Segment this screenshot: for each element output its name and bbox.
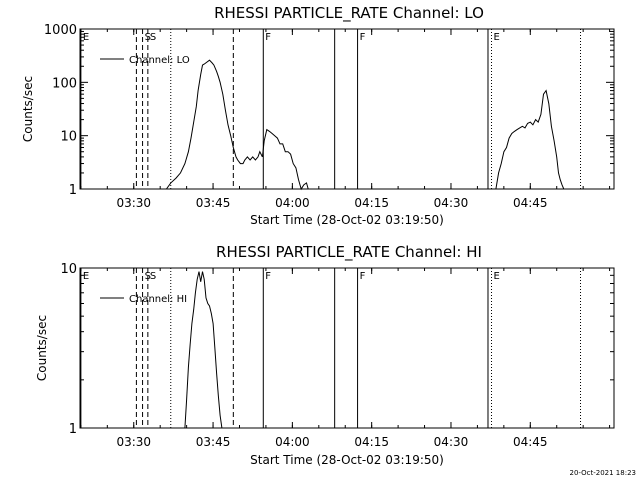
marker-label-f: F <box>265 32 271 43</box>
x-tick-label: 04:15 <box>354 196 389 210</box>
marker-label-e: E <box>494 271 500 282</box>
y-tick-label: 1 <box>69 183 77 198</box>
x-tick-label: 04:30 <box>434 196 469 210</box>
marker-label-s: S <box>150 32 156 43</box>
panel-hi-x-axis-label: Start Time (28-Oct-02 03:19:50) <box>250 453 444 467</box>
y-tick-label: 1 <box>69 422 77 437</box>
x-tick-label: 03:30 <box>116 196 151 210</box>
x-tick-label: 03:45 <box>196 196 231 210</box>
panel-hi-legend-label: Channel: HI <box>129 294 187 305</box>
y-tick-label: 1000 <box>44 23 77 38</box>
x-tick-label: 04:00 <box>275 435 310 449</box>
panel-lo-series <box>165 59 565 191</box>
panel-lo-x-axis-label: Start Time (28-Oct-02 03:19:50) <box>250 213 444 227</box>
panel-hi-title: RHESSI PARTICLE_RATE Channel: HI <box>216 243 482 262</box>
x-tick-label: 04:45 <box>513 196 548 210</box>
marker-label-f: F <box>360 271 366 282</box>
marker-label-e: E <box>83 32 89 43</box>
x-tick-label: 03:45 <box>196 435 231 449</box>
marker-label-e: E <box>83 271 89 282</box>
y-tick-label: 10 <box>60 262 77 277</box>
panel-lo-markers: ESSFFE <box>80 29 582 189</box>
x-tick-label: 03:30 <box>116 435 151 449</box>
marker-label-f: F <box>360 32 366 43</box>
series-line <box>184 271 223 429</box>
panel-hi-ticks: 03:30 03:45 04:00 04:15 04:30 04:45 1 10 <box>60 262 614 449</box>
panel-hi-plot-frame <box>79 267 615 429</box>
series-line <box>495 89 565 190</box>
y-tick-label: 100 <box>52 76 77 91</box>
panel-lo-legend-label: Channel: LO <box>129 55 190 66</box>
y-tick-label: 10 <box>60 130 77 145</box>
panel-lo-title: RHESSI PARTICLE_RATE Channel: LO <box>214 4 484 23</box>
panel-hi-y-axis-label: Counts/sec <box>35 315 49 381</box>
panel-hi-markers: ESSFFE <box>80 268 582 428</box>
marker-label-e: E <box>494 32 500 43</box>
panel-lo-plot-frame <box>79 28 615 190</box>
series-line <box>261 128 309 191</box>
series-line <box>165 59 263 190</box>
x-tick-label: 04:45 <box>513 435 548 449</box>
panel-hi-series <box>184 271 223 429</box>
marker-label-f: F <box>265 271 271 282</box>
x-tick-label: 04:15 <box>354 435 389 449</box>
footer-timestamp: 20-Oct-2021 18:23 <box>570 469 636 477</box>
panel-lo-y-axis-label: Counts/sec <box>21 76 35 142</box>
x-tick-label: 04:00 <box>275 196 310 210</box>
panel-lo-ticks: 03:30 03:45 04:00 04:15 04:30 04:45 1 10 100 1000 <box>44 23 614 210</box>
x-tick-label: 04:30 <box>434 435 469 449</box>
marker-label-s: S <box>150 271 156 282</box>
panel-lo: RHESSI PARTICLE_RATE Channel: LO Counts/… <box>21 4 615 227</box>
panel-hi: RHESSI PARTICLE_RATE Channel: HI Counts/… <box>35 243 615 467</box>
